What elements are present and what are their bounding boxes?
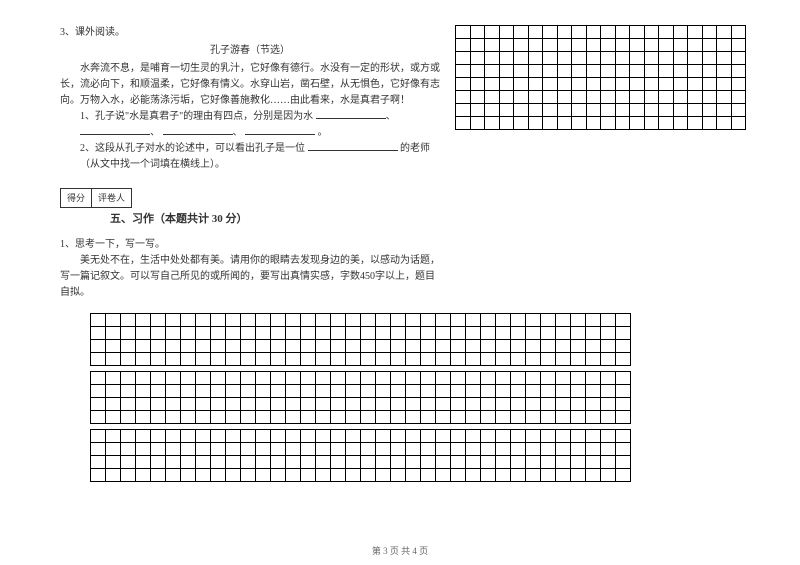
score-label: 得分 (61, 189, 92, 207)
reading-number: 3、课外阅读。 (60, 25, 440, 41)
grader-label: 评卷人 (92, 189, 131, 207)
passage-title: 孔子游春（节选） (60, 43, 440, 59)
q1-blank3[interactable] (163, 134, 233, 135)
composition-item-num: 1、思考一下，写一写。 (60, 237, 440, 253)
q1-blank4[interactable] (245, 134, 315, 135)
q2-prefix: 2、这段从孔子对水的论述中，可以看出孔子是一位 (80, 143, 305, 154)
question-2: 2、这段从孔子对水的论述中，可以看出孔子是一位 的老师（从文中找一个词填在横线上… (80, 141, 440, 173)
q1-prefix: 1、孔子说"水是真君子"的理由有四点，分别是因为水 (80, 111, 313, 122)
score-box: 得分 评卷人 (60, 188, 132, 208)
writing-grid-1[interactable] (90, 313, 760, 366)
writing-grid-2[interactable] (90, 371, 760, 424)
section-5-title: 五、习作（本题共计 30 分） (110, 211, 248, 229)
composition-prompt: 美无处不在，生活中处处都有美。请用你的眼睛去发现身边的美，以感动为话题，写一篇记… (60, 253, 440, 301)
writing-grid-3[interactable] (90, 429, 760, 482)
passage-body: 水奔流不息，是哺育一切生灵的乳汁，它好像有德行。水没有一定的形状，或方或长，流必… (60, 61, 440, 109)
q2-blank[interactable] (308, 150, 398, 151)
question-1: 1、孔子说"水是真君子"的理由有四点，分别是因为水 、 、 、 。 (80, 109, 440, 141)
q1-period: 。 (318, 127, 328, 138)
q1-blank2[interactable] (80, 134, 150, 135)
answer-grid-top[interactable] (455, 25, 760, 130)
q1-blank1[interactable] (316, 118, 386, 119)
page-footer: 第 3 页 共 4 页 (0, 544, 800, 557)
